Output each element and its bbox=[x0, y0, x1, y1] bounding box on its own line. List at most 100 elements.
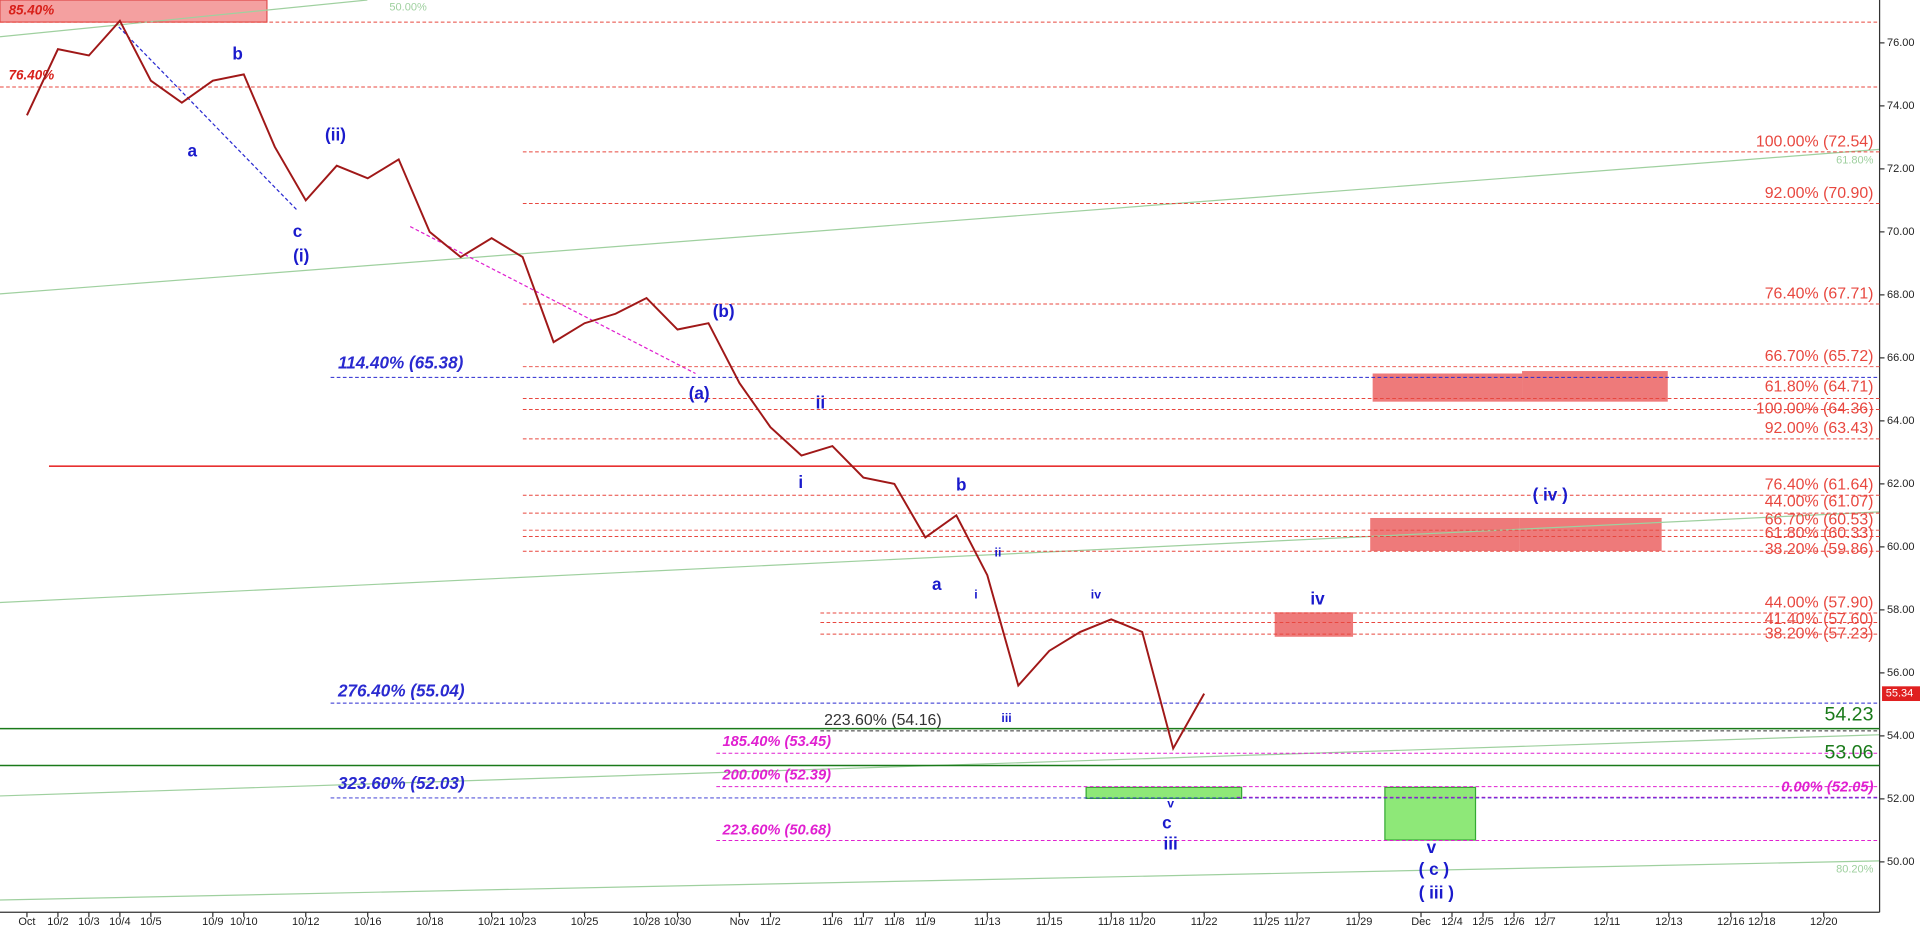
x-tick-label: 12/6 bbox=[1503, 916, 1524, 927]
level-label: 76.40% bbox=[9, 68, 55, 83]
level-label: 0.00% (52.05) bbox=[1781, 779, 1873, 795]
x-tick-label: 12/7 bbox=[1534, 916, 1555, 927]
wave-label: v bbox=[1167, 797, 1174, 811]
x-tick-label: Nov bbox=[730, 916, 750, 927]
y-tick-label: 60.00 bbox=[1887, 541, 1915, 553]
x-tick-label: 10/16 bbox=[354, 916, 382, 927]
level-label: 76.40% (61.64) bbox=[1765, 477, 1874, 494]
wave-label: ( iii ) bbox=[1419, 882, 1454, 902]
x-tick-label: 11/15 bbox=[1036, 916, 1063, 927]
target-box bbox=[1274, 612, 1354, 637]
x-tick-label: 10/18 bbox=[416, 916, 444, 927]
zones bbox=[1085, 371, 1668, 841]
trend-line bbox=[0, 148, 1880, 295]
x-tick-label: 10/3 bbox=[78, 916, 99, 927]
x-tick-label: 11/6 bbox=[822, 916, 843, 927]
x-tick-label: 10/10 bbox=[230, 916, 258, 927]
level-label: 38.20% (59.86) bbox=[1765, 541, 1874, 558]
trend-label: 50.00% bbox=[389, 1, 427, 13]
x-tick-label: 10/21 bbox=[478, 916, 506, 927]
level-label: 92.00% (70.90) bbox=[1765, 185, 1874, 202]
wave-label: iv bbox=[1091, 587, 1101, 601]
y-tick-label: 64.00 bbox=[1887, 415, 1915, 427]
level-label: 100.00% (64.36) bbox=[1756, 401, 1874, 418]
wave-label: iii bbox=[1163, 833, 1177, 853]
level-label: 44.00% (57.90) bbox=[1765, 594, 1874, 611]
wave-label: b bbox=[956, 475, 966, 495]
x-tick-label: 10/9 bbox=[202, 916, 223, 927]
level-label: 53.06 bbox=[1824, 741, 1873, 763]
x-tick-label: Dec bbox=[1411, 916, 1431, 927]
y-tick-label: 68.00 bbox=[1887, 289, 1915, 301]
x-tick-label: 10/23 bbox=[509, 916, 537, 927]
y-tick-label: 58.00 bbox=[1887, 604, 1915, 616]
wave-label: (b) bbox=[713, 301, 735, 321]
x-tick-label: 11/9 bbox=[915, 916, 936, 927]
target-box bbox=[1370, 517, 1520, 552]
level-label: 100.00% (72.54) bbox=[1756, 133, 1874, 150]
x-tick-label: 10/28 bbox=[633, 916, 661, 927]
x-tick-label: 12/13 bbox=[1655, 916, 1683, 927]
wave-label: i bbox=[974, 587, 977, 601]
wave-label: i bbox=[798, 472, 803, 492]
last-price-box bbox=[1882, 686, 1920, 702]
y-tick-label: 56.00 bbox=[1887, 667, 1915, 679]
wave-label: c bbox=[293, 221, 303, 241]
wave-label: ii bbox=[995, 546, 1002, 560]
level-label: 44.00% (61.07) bbox=[1765, 493, 1874, 510]
trend-label: 80.20% bbox=[1836, 863, 1874, 875]
wave-label: iv bbox=[1310, 589, 1325, 609]
y-tick-label: 72.00 bbox=[1887, 163, 1915, 175]
x-tick-label: 11/18 bbox=[1098, 916, 1125, 927]
y-tick-label: 70.00 bbox=[1887, 226, 1915, 238]
wave-connector bbox=[118, 26, 298, 212]
x-tick-label: Oct bbox=[18, 916, 35, 927]
x-tick-label: 11/29 bbox=[1346, 916, 1373, 927]
level-label: 200.00% (52.39) bbox=[721, 767, 831, 783]
wave-label: b bbox=[232, 44, 242, 64]
trend-line bbox=[0, 511, 1880, 604]
x-tick-label: 10/5 bbox=[140, 916, 161, 927]
level-label: 114.40% (65.38) bbox=[338, 352, 464, 372]
wave-label: (i) bbox=[293, 246, 309, 266]
wave-connector bbox=[409, 226, 696, 375]
x-tick-label: 12/20 bbox=[1810, 916, 1838, 927]
wave-label: ii bbox=[816, 393, 826, 413]
level-label: 276.40% (55.04) bbox=[337, 681, 465, 701]
y-tick-label: 50.00 bbox=[1887, 856, 1915, 868]
level-label: 185.40% (53.45) bbox=[722, 734, 831, 750]
wave-label: c bbox=[1162, 813, 1172, 833]
x-tick-label: 12/16 bbox=[1717, 916, 1745, 927]
target-box bbox=[1085, 786, 1243, 800]
y-tick-label: 54.00 bbox=[1887, 730, 1915, 742]
level-label: 92.00% (63.43) bbox=[1765, 420, 1874, 437]
wave-label: ( c ) bbox=[1419, 859, 1449, 879]
level-label: 76.40% (67.71) bbox=[1765, 285, 1874, 302]
price-line bbox=[26, 19, 1206, 752]
y-tick-label: 52.00 bbox=[1887, 793, 1915, 805]
level-label: 66.70% (60.53) bbox=[1765, 512, 1874, 529]
x-tick-label: 11/13 bbox=[974, 916, 1001, 927]
x-tick-label: 11/27 bbox=[1284, 916, 1311, 927]
target-box bbox=[1372, 373, 1523, 402]
y-tick-label: 66.00 bbox=[1887, 352, 1915, 364]
x-tick-label: 12/4 bbox=[1441, 916, 1462, 927]
y-tick-label: 74.00 bbox=[1887, 100, 1915, 112]
wave-label: (ii) bbox=[325, 124, 346, 144]
x-tick-label: 10/25 bbox=[571, 916, 599, 927]
x-tick-label: 12/18 bbox=[1748, 916, 1776, 927]
last-price-label: 55.34 bbox=[1886, 688, 1914, 700]
x-tick-label: 11/2 bbox=[760, 916, 781, 927]
target-box bbox=[1522, 371, 1668, 402]
wave-label: a bbox=[932, 574, 942, 594]
x-tick-label: 10/4 bbox=[109, 916, 130, 927]
x-tick-label: 11/20 bbox=[1129, 916, 1156, 927]
x-tick-label: 10/12 bbox=[292, 916, 320, 927]
level-label: 61.80% (60.33) bbox=[1765, 525, 1874, 542]
trend-label: 61.80% bbox=[1836, 154, 1874, 166]
x-tick-label: 11/25 bbox=[1253, 916, 1280, 927]
x-tick-label: 11/7 bbox=[853, 916, 874, 927]
level-label: 323.60% (52.03) bbox=[338, 773, 465, 793]
target-box bbox=[1384, 786, 1477, 841]
x-tick-label: 10/30 bbox=[664, 916, 692, 927]
